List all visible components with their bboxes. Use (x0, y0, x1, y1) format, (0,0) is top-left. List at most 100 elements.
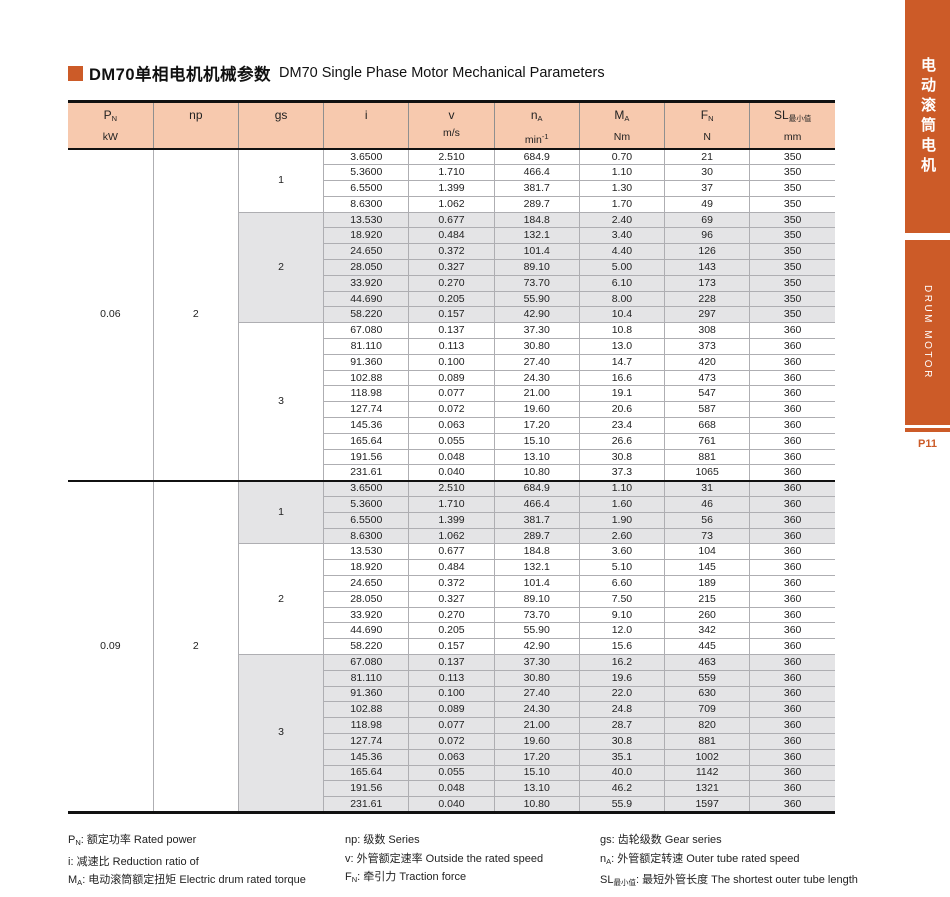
table-row: 0.09 2 1 3.6500 2.510 684.9 1.10 31 360 (67, 479, 836, 813)
value-cell: 21 (664, 148, 751, 166)
value-cell: 19.6 (578, 669, 666, 687)
value-cell: 1.10 (578, 479, 666, 498)
value-cell: 17.20 (493, 417, 580, 434)
value-cell: 0.072 (408, 732, 495, 750)
legend-item: i: 减速比 Reduction ratio of (68, 853, 306, 872)
table-row: 81.110 0.113 30.80 13.0 373 360 (68, 338, 836, 355)
table-row: 118.98 0.077 21.00 19.1 547 360 (68, 385, 836, 403)
value-cell: 0.100 (408, 685, 495, 703)
value-cell: 1.710 (408, 496, 495, 513)
value-cell: 3.60 (578, 543, 666, 561)
value-cell: 360 (749, 527, 836, 545)
value-cell: 360 (749, 464, 836, 482)
column-unit: Nm (613, 131, 631, 143)
column-label: FN (700, 108, 714, 123)
value-cell: 0.157 (408, 638, 495, 655)
value-cell: 67.080 (323, 322, 410, 340)
table-row: 165.64 0.055 15.10 26.6 761 360 (68, 432, 836, 450)
value-cell: 0.055 (408, 432, 495, 450)
table-row: 191.56 0.048 13.10 30.8 881 360 (68, 448, 836, 466)
column-label: SL最小值 (774, 108, 812, 123)
sidebar: 电动滚筒电机 DRUM MOTOR P11 (905, 0, 950, 897)
value-cell: 350 (749, 306, 836, 324)
value-cell: 33.920 (323, 606, 410, 624)
value-cell: 8.6300 (323, 195, 410, 213)
value-cell: 0.040 (408, 464, 495, 482)
legend-symbol: F (345, 871, 352, 883)
column-label: MA (614, 108, 630, 123)
value-cell: 228 (664, 290, 751, 308)
column-header-np: np (152, 101, 239, 150)
legend-symbol-subscript: 最小值 (613, 878, 636, 887)
value-cell: 0.077 (408, 717, 495, 734)
value-cell: 289.7 (493, 195, 580, 213)
value-cell: 6.60 (578, 575, 666, 592)
value-cell: 360 (749, 385, 836, 403)
legend-item: gs: 齿轮级数 Gear series (600, 831, 858, 850)
value-cell: 40.0 (578, 764, 666, 782)
value-cell: 709 (664, 701, 751, 719)
value-cell: 184.8 (493, 211, 580, 229)
column-label-subscript: N (111, 114, 118, 123)
np-cell: 2 (152, 479, 239, 813)
value-cell: 145.36 (323, 417, 410, 434)
value-cell: 10.80 (493, 796, 580, 813)
table-row: 191.56 0.048 13.10 46.2 1321 360 (68, 780, 836, 798)
mechanical-parameters-table: PN kW np gs i v m/s nA min-1 MA Nm FN N SL最小值 mm 0.06 2… (67, 100, 836, 814)
legend-symbol: v (345, 852, 351, 865)
column-header-PN: PN kW (67, 101, 154, 150)
value-cell: 132.1 (493, 227, 580, 245)
value-cell: 44.690 (323, 290, 410, 308)
value-cell: 127.74 (323, 401, 410, 419)
value-cell: 6.5500 (323, 511, 410, 529)
value-cell: 0.270 (408, 606, 495, 624)
table-row: 91.360 0.100 27.40 14.7 420 360 (68, 353, 836, 371)
value-cell: 27.40 (493, 353, 580, 371)
value-cell: 104 (664, 543, 751, 561)
value-cell: 37.30 (493, 654, 580, 671)
value-cell: 0.048 (408, 780, 495, 798)
value-cell: 191.56 (323, 448, 410, 466)
column-label: PN (103, 108, 118, 123)
value-cell: 1.062 (408, 527, 495, 545)
value-cell: 0.677 (408, 543, 495, 561)
value-cell: 360 (749, 622, 836, 640)
value-cell: 89.10 (493, 590, 580, 608)
value-cell: 16.6 (578, 369, 666, 387)
value-cell: 55.90 (493, 290, 580, 308)
table-row: 3 67.080 0.137 37.30 16.2 463 360 (68, 654, 836, 813)
value-cell: 37.30 (493, 322, 580, 340)
value-cell: 0.113 (408, 338, 495, 355)
value-cell: 881 (664, 732, 751, 750)
value-cell: 56 (664, 511, 751, 529)
value-cell: 73 (664, 527, 751, 545)
gs-cell: 1 (237, 148, 325, 213)
sidebar-tab-zh: 电动滚筒电机 (905, 0, 950, 233)
value-cell: 30.8 (578, 732, 666, 750)
value-cell: 1002 (664, 748, 751, 766)
value-cell: 1142 (664, 764, 751, 782)
value-cell: 165.64 (323, 764, 410, 782)
value-cell: 0.137 (408, 654, 495, 671)
value-cell: 19.60 (493, 732, 580, 750)
value-cell: 360 (749, 353, 836, 371)
value-cell: 102.88 (323, 369, 410, 387)
value-cell: 6.5500 (323, 180, 410, 197)
value-cell: 0.040 (408, 796, 495, 813)
value-cell: 308 (664, 322, 751, 340)
page-title: DM70单相电机机械参数 DM70 Single Phase Motor Mec… (68, 61, 605, 85)
value-cell: 7.50 (578, 590, 666, 608)
value-cell: 55.9 (578, 796, 666, 813)
value-cell: 2.40 (578, 211, 666, 229)
table-row: 145.36 0.063 17.20 23.4 668 360 (68, 417, 836, 434)
value-cell: 381.7 (493, 511, 580, 529)
value-cell: 360 (749, 732, 836, 750)
value-cell: 360 (749, 559, 836, 577)
table-row: 231.61 0.040 10.80 37.3 1065 360 (68, 464, 836, 482)
value-cell: 20.6 (578, 401, 666, 419)
value-cell: 1.90 (578, 511, 666, 529)
value-cell: 145 (664, 559, 751, 577)
legend-symbol-subscript: A (77, 878, 83, 887)
value-cell: 0.327 (408, 259, 495, 276)
value-cell: 0.372 (408, 575, 495, 592)
